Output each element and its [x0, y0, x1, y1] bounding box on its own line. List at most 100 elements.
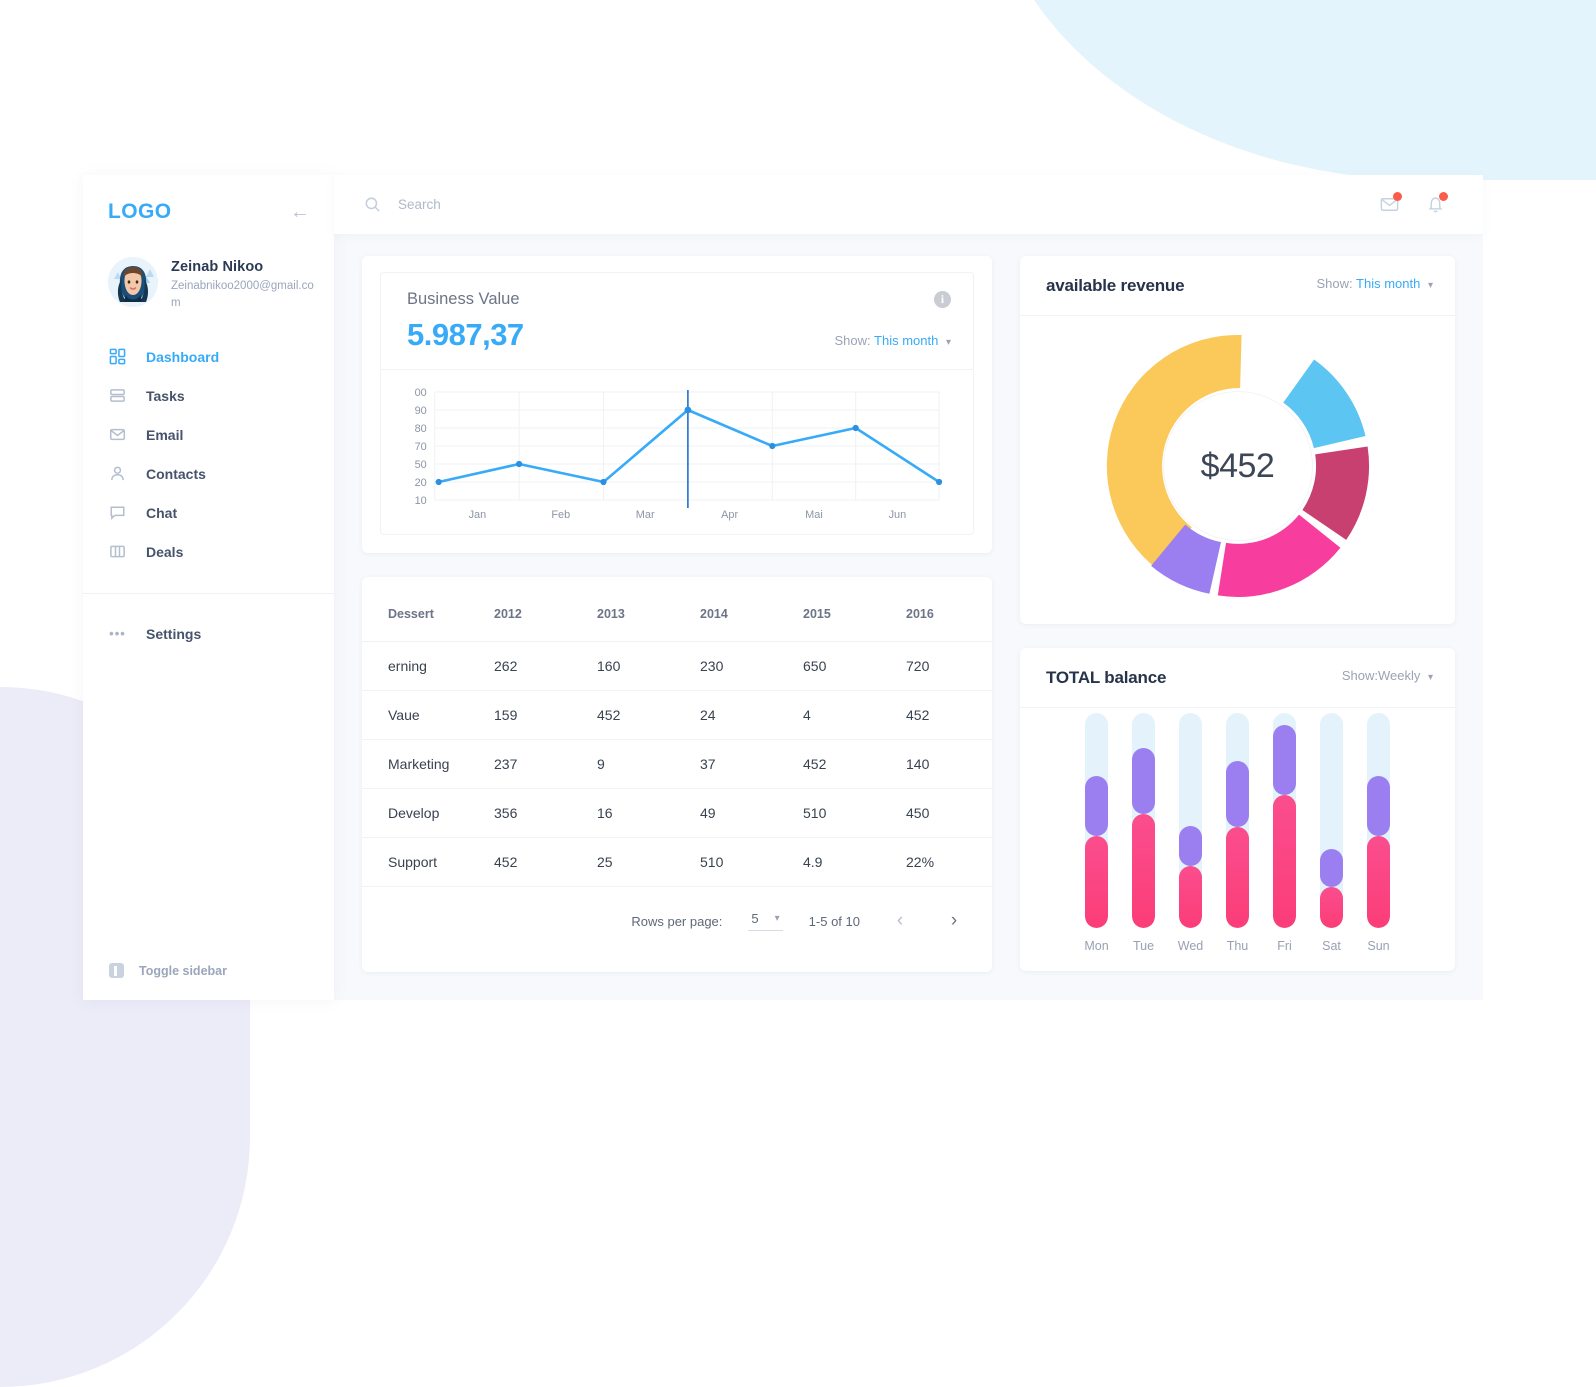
donut-chart-body: $452	[1020, 316, 1455, 624]
bar-label: Wed	[1177, 939, 1204, 953]
table-header-cell[interactable]: 2014	[700, 585, 803, 642]
chevron-left-icon[interactable]: ‹	[896, 910, 904, 931]
table-header-cell[interactable]: 2013	[597, 585, 700, 642]
sidebar-item-tasks[interactable]: Tasks	[83, 376, 334, 415]
table-header-cell[interactable]: 2012	[494, 585, 597, 642]
business-value-amount: 5.987,37	[407, 317, 524, 352]
table-cell: 262	[494, 641, 597, 691]
rows-per-page-select[interactable]: 5 ▾	[748, 911, 783, 931]
table-header-cell[interactable]: 2016	[906, 585, 992, 642]
sidebar-header: LOGO ←	[83, 175, 334, 231]
available-revenue-title: available revenue	[1046, 276, 1185, 295]
person-icon	[108, 464, 127, 483]
bar-label: Sat	[1322, 939, 1341, 953]
profile[interactable]: Zeinab Nikoo Zeinabnikoo2000@gmail.com	[83, 231, 334, 311]
svg-text:00: 00	[415, 387, 427, 399]
bar-column[interactable]: Thu	[1226, 713, 1249, 953]
left-column: Business Value i 5.987,37 Show: This mon…	[362, 256, 992, 972]
svg-text:20: 20	[415, 477, 427, 489]
svg-text:80: 80	[415, 423, 427, 435]
sidebar-settings-block: ••• Settings	[83, 594, 334, 653]
bar-label: Sun	[1367, 939, 1390, 953]
business-value-period-select[interactable]: Show: This month ▾	[835, 333, 952, 353]
table-row[interactable]: erning 262 160 230 650 720	[362, 641, 992, 691]
sidebar-item-deals[interactable]: Deals	[83, 532, 334, 571]
profile-email: Zeinabnikoo2000@gmail.com	[171, 280, 314, 309]
svg-text:Jan: Jan	[469, 509, 487, 521]
sidebar-item-contacts[interactable]: Contacts	[83, 454, 334, 493]
svg-text:50: 50	[415, 459, 427, 471]
columns-icon	[108, 542, 127, 561]
sidebar-item-email[interactable]: Email	[83, 415, 334, 454]
bar-label: Mon	[1084, 939, 1109, 953]
table-row[interactable]: Vaue 159 452 24 4 452	[362, 690, 992, 740]
toggle-sidebar-button[interactable]: Toggle sidebar	[83, 963, 334, 1000]
bar-segment-pink	[1179, 865, 1202, 928]
bar-chart-body: Mon Tue Wed Thu Fri Sat Sun	[1020, 708, 1455, 971]
pagination-range: 1-5 of 10	[808, 913, 860, 929]
table-header-cell[interactable]: 2015	[803, 585, 906, 642]
profile-name: Zeinab Nikoo	[171, 259, 264, 275]
business-value-inner: Business Value i 5.987,37 Show: This mon…	[380, 272, 974, 535]
table-row[interactable]: Support 452 25 510 4.9 22%	[362, 837, 992, 887]
table-cell: 356	[494, 788, 597, 838]
bar-column[interactable]: Sat	[1320, 713, 1343, 953]
table-header-cell[interactable]: Dessert	[362, 585, 494, 642]
chevron-down-icon: ▾	[945, 337, 951, 348]
svg-text:10: 10	[415, 495, 427, 507]
topbar-icons	[1377, 191, 1448, 217]
bar-column[interactable]: Tue	[1132, 713, 1155, 953]
bar-track	[1226, 713, 1249, 928]
table-row[interactable]: Develop 356 16 49 510 450	[362, 788, 992, 838]
table-cell: 24	[700, 690, 803, 740]
bar-column[interactable]: Sun	[1367, 713, 1390, 953]
total-balance-period-select[interactable]: Show:Weekly ▾	[1342, 668, 1433, 688]
table-row[interactable]: Marketing 237 9 37 452 140	[362, 739, 992, 789]
svg-text:Feb: Feb	[551, 509, 570, 521]
show-label: Show:	[834, 333, 871, 348]
info-icon[interactable]: i	[934, 291, 951, 308]
svg-text:Jun: Jun	[889, 509, 907, 521]
bell-icon[interactable]	[1423, 191, 1448, 217]
rows-per-page-label: Rows per page:	[631, 913, 723, 929]
bar-column[interactable]: Fri	[1273, 713, 1296, 953]
bar-track	[1367, 713, 1390, 928]
toggle-sidebar-label: Toggle sidebar	[139, 963, 227, 978]
sidebar-item-settings[interactable]: ••• Settings	[83, 614, 334, 653]
sidebar-item-chat[interactable]: Chat	[83, 493, 334, 532]
chevron-down-icon: ▾	[1427, 280, 1433, 291]
table-pagination: Rows per page: 5 ▾ 1-5 of 10 ‹ ›	[362, 887, 992, 953]
bar-segment-purple	[1132, 748, 1155, 815]
sidebar-item-label: Chat	[146, 504, 178, 521]
bell-badge	[1439, 191, 1448, 201]
search-input[interactable]	[398, 197, 678, 212]
sidebar-item-label: Email	[146, 426, 184, 443]
table-cell: 159	[494, 690, 597, 740]
bar-column[interactable]: Wed	[1177, 713, 1204, 953]
sidebar-item-dashboard[interactable]: Dashboard	[83, 337, 334, 376]
logo[interactable]: LOGO	[108, 200, 172, 223]
chevron-right-icon[interactable]: ›	[950, 910, 958, 931]
table-cell: 37	[700, 739, 803, 789]
sidebar-nav: Dashboard Tasks Email	[83, 311, 334, 653]
table-cell: Vaue	[362, 690, 494, 740]
arrow-left-icon[interactable]: ←	[290, 201, 310, 223]
mail-icon[interactable]	[1377, 191, 1402, 217]
table-cell: 237	[494, 739, 597, 789]
line-chart: 00 90 80 70 50 20 10	[395, 384, 951, 524]
avatar	[108, 257, 158, 307]
table-cell: 16	[597, 788, 700, 838]
available-revenue-header: available revenue Show: This month ▾	[1020, 256, 1455, 316]
bar-column[interactable]: Mon	[1084, 713, 1109, 953]
sidebar-item-label: Settings	[146, 625, 202, 642]
mail-icon	[108, 425, 127, 444]
table-cell: 230	[700, 641, 803, 691]
bar-segment-purple	[1320, 849, 1343, 888]
available-revenue-period-select[interactable]: Show: This month ▾	[1317, 276, 1434, 296]
bar-track	[1320, 713, 1343, 928]
rows-per-page-value: 5	[751, 911, 759, 926]
dessert-table-card: Dessert 2012 2013 2014 2015 2016 erning	[362, 577, 992, 972]
donut-center-value: $452	[1162, 391, 1313, 541]
table-cell: Support	[362, 837, 494, 887]
dessert-table: Dessert 2012 2013 2014 2015 2016 erning	[362, 585, 992, 887]
